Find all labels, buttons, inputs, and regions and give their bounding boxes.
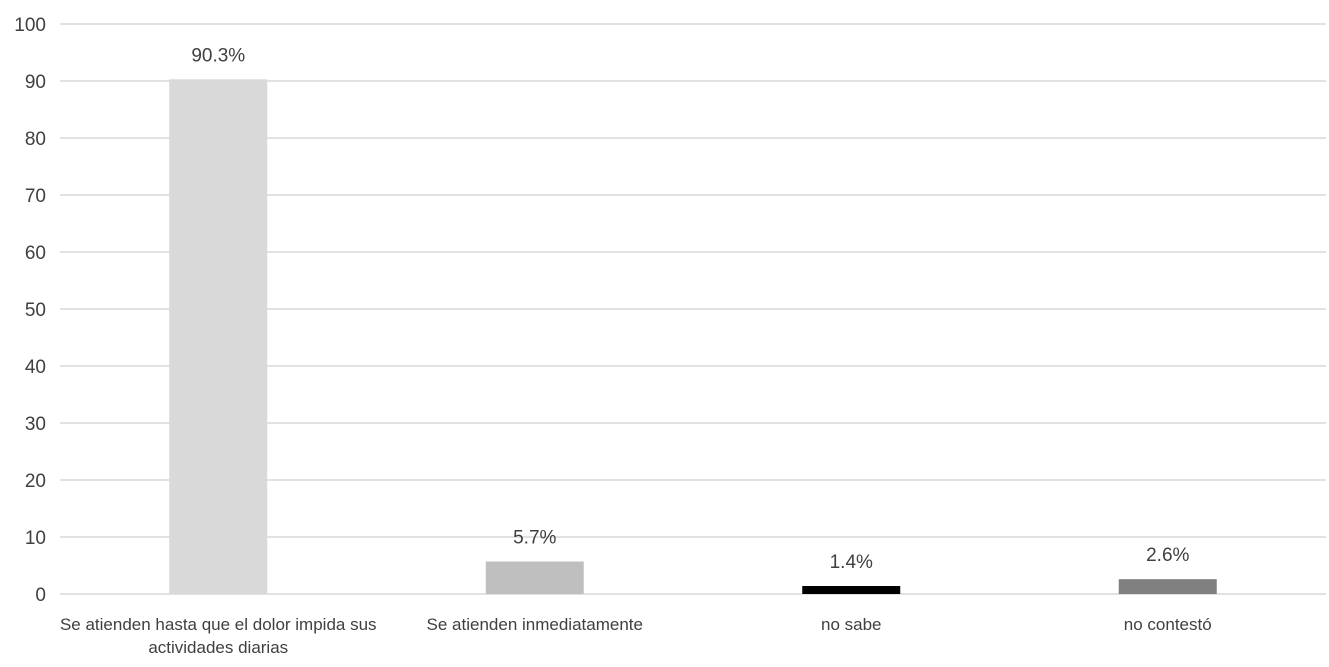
y-tick-label: 60 [25,243,46,264]
y-tick-label: 30 [25,414,46,435]
data-label-2: 5.7% [513,528,556,549]
data-labels: 90.3% 5.7% 1.4% 2.6% [191,45,1189,573]
data-label-3: 1.4% [830,552,873,573]
data-label-1: 90.3% [191,45,245,66]
y-tick-label: 0 [35,585,46,606]
y-tick-label: 70 [25,186,46,207]
y-tick-label: 90 [25,72,46,93]
x-category-label-1: Se atienden hasta que el dolor impida su… [60,615,377,657]
x-category-label-3: no sabe [821,615,882,634]
x-category-label-2: Se atienden inmediatamente [427,615,643,634]
y-tick-label: 40 [25,357,46,378]
bars [169,79,1217,595]
y-tick-label: 80 [25,129,46,150]
y-axis-tick-labels: 0 10 20 30 40 50 60 70 80 90 100 [14,15,46,606]
bar-4 [1118,579,1217,594]
x-category-label-line: actividades diarias [148,638,288,657]
x-axis-category-labels: Se atienden hasta que el dolor impida su… [60,615,1212,657]
gridlines [60,23,1326,595]
y-tick-label: 20 [25,471,46,492]
y-tick-label: 100 [14,15,46,36]
x-category-label-4: no contestó [1124,615,1212,634]
bar-1 [169,79,268,595]
x-category-label-line: Se atienden hasta que el dolor impida su… [60,615,377,634]
data-label-4: 2.6% [1146,545,1189,566]
y-tick-label: 50 [25,300,46,321]
x-category-label-line: no sabe [821,615,882,634]
bar-2 [485,561,584,594]
bar-3 [802,586,901,594]
x-category-label-line: Se atienden inmediatamente [427,615,643,634]
x-category-label-line: no contestó [1124,615,1212,634]
y-tick-label: 10 [25,528,46,549]
